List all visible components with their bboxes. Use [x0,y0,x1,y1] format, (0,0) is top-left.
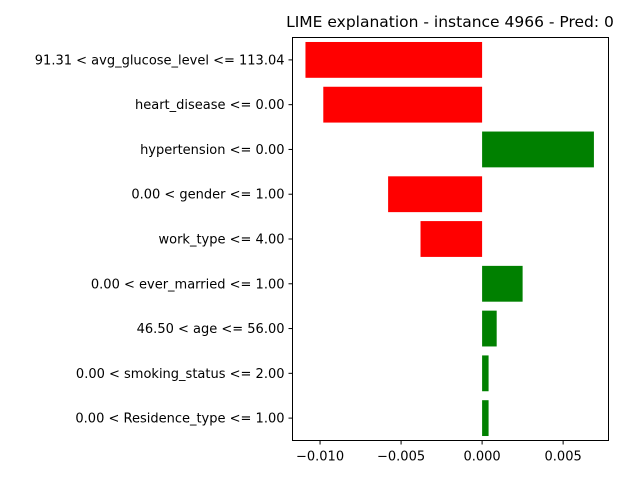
bar [305,41,483,78]
y-tick-label: hypertension <= 0.00 [140,143,284,158]
bar [388,176,483,213]
x-tick-label: −0.005 [377,450,425,465]
bar [482,310,497,347]
bar [482,131,594,168]
y-tick-label: 0.00 < gender <= 1.00 [131,188,284,203]
y-tick-label: work_type <= 4.00 [159,233,285,248]
y-tick-label: heart_disease <= 0.00 [135,98,285,113]
x-tick-label: −0.010 [296,450,344,465]
chart-title: LIME explanation - instance 4966 - Pred:… [286,13,614,31]
x-tick-label: 0.000 [463,450,500,465]
bar [482,355,489,392]
y-tick-label: 0.00 < smoking_status <= 2.00 [76,367,285,382]
bars-group [305,41,594,437]
bar [323,86,483,123]
y-tick-label: 0.00 < Residence_type <= 1.00 [75,412,284,427]
y-tick-label: 91.31 < avg_glucose_level <= 113.04 [35,53,285,68]
y-tick-label: 0.00 < ever_married <= 1.00 [91,277,285,292]
y-tick-label: 46.50 < age <= 56.00 [137,322,285,337]
bar [420,221,483,257]
plot-frame [292,37,609,441]
x-tick-label: 0.005 [545,450,582,465]
x-axis-ticks: −0.010 −0.005 0.000 0.005 [296,440,582,465]
bar [482,265,523,302]
y-axis-ticks: 91.31 < avg_glucose_level <= 113.04 heart… [35,53,293,427]
bar [482,400,489,437]
